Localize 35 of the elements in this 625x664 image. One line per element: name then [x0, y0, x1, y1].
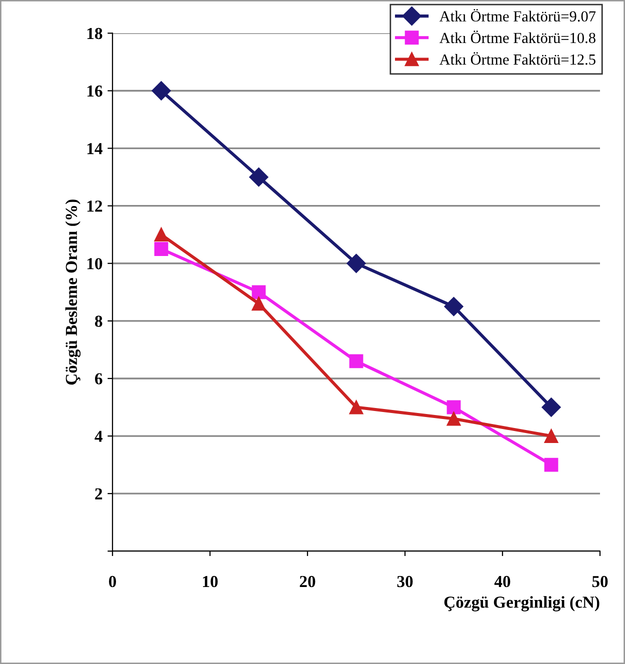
y-tick-label: 16: [87, 85, 102, 97]
y-tick-label: 6: [95, 373, 102, 384]
x-tick-label: 10: [203, 576, 218, 588]
point: [252, 285, 266, 300]
y-tick-label: 4: [94, 430, 102, 442]
point: [349, 400, 364, 414]
point: [349, 354, 364, 368]
y-tick-label: 12: [87, 200, 102, 212]
x-tick-label: 20: [300, 576, 316, 588]
legend-label: Atkı Örtme Faktörü=9.07: [439, 8, 596, 22]
y-tick-label: 10: [87, 258, 102, 270]
y-tick-label: 8: [95, 316, 102, 327]
point: [446, 412, 461, 426]
point: [152, 81, 171, 100]
y-axis-title: Çözgü Besleme Oranı (%): [65, 200, 81, 385]
point: [154, 242, 168, 256]
y-tick-label: 2: [95, 488, 102, 500]
point: [154, 228, 168, 242]
point: [249, 168, 268, 187]
point: [544, 429, 558, 443]
x-tick-label: 40: [494, 576, 510, 588]
x-tick-label: 30: [397, 576, 413, 588]
legend-label: Atkı Örtme Faktörü=12.5: [439, 52, 596, 65]
y-tick-label: 18: [87, 28, 102, 40]
y-tick-label: 14: [87, 143, 102, 154]
x-tick-label: 0: [108, 576, 116, 588]
point: [346, 254, 366, 273]
point: [444, 297, 464, 316]
point: [542, 398, 561, 417]
point: [252, 296, 266, 311]
legend-label: Atkı Örtme Faktörü=10.8: [439, 30, 596, 44]
x-axis-title: Çözgü Gerginligi (cN): [444, 596, 600, 612]
x-tick-label: 50: [592, 576, 608, 588]
point: [446, 400, 461, 414]
point: [544, 458, 558, 472]
